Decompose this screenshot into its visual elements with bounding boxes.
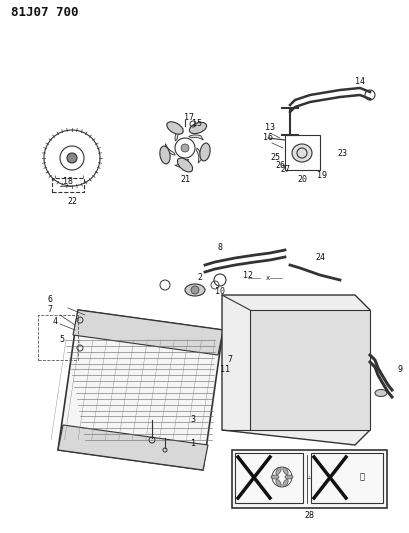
Ellipse shape (375, 390, 387, 397)
Text: 7: 7 (47, 305, 52, 314)
Circle shape (181, 144, 189, 152)
Ellipse shape (285, 475, 293, 479)
Text: 27: 27 (280, 166, 290, 174)
Polygon shape (175, 128, 183, 141)
Ellipse shape (283, 480, 288, 487)
Text: 25: 25 (270, 154, 280, 163)
Text: 14: 14 (355, 77, 365, 86)
Polygon shape (250, 310, 370, 430)
Polygon shape (222, 295, 370, 445)
Text: 7: 7 (227, 356, 232, 365)
Text: 23: 23 (337, 149, 347, 157)
Polygon shape (165, 143, 175, 155)
Text: 13: 13 (265, 124, 275, 133)
Text: 17: 17 (184, 114, 194, 123)
Text: 15: 15 (192, 119, 202, 128)
Ellipse shape (185, 284, 205, 296)
Text: 6: 6 (47, 295, 52, 304)
Bar (232, 450, 387, 508)
Polygon shape (58, 310, 223, 470)
Text: 8: 8 (218, 243, 222, 252)
Ellipse shape (283, 467, 288, 474)
Text: 81J07 700: 81J07 700 (11, 5, 79, 19)
Ellipse shape (276, 467, 281, 474)
Text: 18: 18 (63, 177, 73, 187)
Text: ✋: ✋ (360, 472, 364, 481)
Ellipse shape (271, 475, 279, 479)
Text: 11: 11 (220, 366, 230, 375)
Polygon shape (58, 425, 208, 470)
Polygon shape (189, 135, 203, 140)
Text: 4: 4 (52, 318, 58, 327)
Text: ⚠: ⚠ (307, 474, 311, 480)
Ellipse shape (292, 144, 312, 162)
Bar (285, 135, 320, 170)
Text: 21: 21 (180, 175, 190, 184)
Bar (38, 315, 78, 360)
Ellipse shape (189, 123, 207, 134)
Text: 28: 28 (304, 512, 314, 521)
Text: 22: 22 (67, 198, 77, 206)
Ellipse shape (167, 122, 183, 134)
Bar (52, 178, 84, 192)
Ellipse shape (276, 480, 281, 487)
Bar (235, 453, 303, 503)
Text: 9: 9 (398, 366, 402, 375)
Polygon shape (175, 159, 189, 167)
Bar (311, 453, 383, 503)
Text: 12: 12 (243, 271, 253, 279)
Ellipse shape (200, 143, 210, 161)
Polygon shape (73, 310, 223, 355)
Text: 10: 10 (215, 287, 225, 296)
Text: 3: 3 (191, 416, 196, 424)
Text: 1: 1 (191, 439, 196, 448)
Text: 5: 5 (59, 335, 65, 344)
Text: 19: 19 (317, 171, 327, 180)
Text: 20: 20 (297, 175, 307, 184)
Polygon shape (197, 148, 202, 163)
Circle shape (67, 153, 77, 163)
Ellipse shape (160, 146, 170, 164)
Circle shape (191, 286, 199, 294)
Text: 16: 16 (263, 133, 273, 142)
Text: 2: 2 (198, 273, 202, 282)
Text: 24: 24 (315, 254, 325, 262)
Ellipse shape (178, 158, 193, 172)
Text: x: x (266, 275, 270, 281)
Text: 26: 26 (275, 160, 285, 169)
